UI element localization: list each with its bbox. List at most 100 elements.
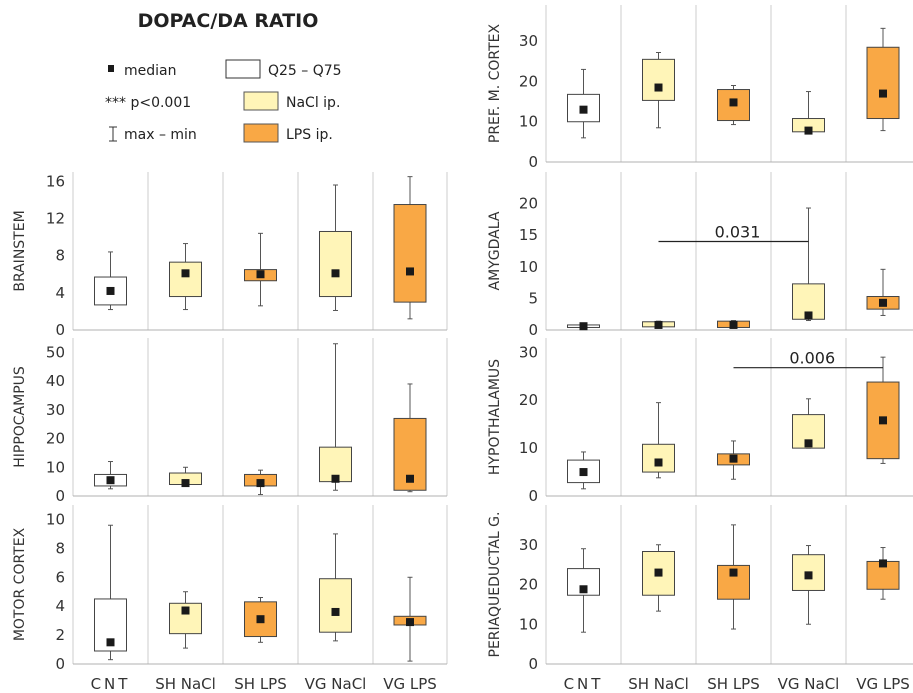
y-tick-label: 30 bbox=[519, 32, 538, 50]
box-vg-nacl bbox=[319, 184, 352, 311]
panel-hypothalamus: 0 10 20 30 HYPOTHALAMUS 0.006 bbox=[487, 338, 913, 505]
y-tick-label: 20 bbox=[519, 391, 538, 409]
y-axis-label: BRAINSTEM bbox=[12, 210, 28, 291]
y-tick-label: 0 bbox=[55, 487, 65, 505]
box-vg-lps bbox=[393, 176, 427, 320]
y-tick-label: 10 bbox=[46, 510, 65, 528]
median-marker bbox=[106, 638, 115, 647]
legend-nacl-label: NaCl ip. bbox=[286, 95, 340, 111]
median-marker bbox=[654, 83, 663, 92]
category-label-vg-nacl: VG NaCl bbox=[305, 675, 367, 693]
box-cnt bbox=[567, 322, 600, 331]
panel-hippocampus: 0 10 20 30 40 50 HIPPOCAMPUS bbox=[12, 338, 448, 505]
y-axis-label: MOTOR CORTEX bbox=[12, 527, 28, 641]
category-label-vg-lps: VG LPS bbox=[383, 675, 437, 693]
y-tick-label: 2 bbox=[55, 626, 65, 644]
median-marker bbox=[654, 320, 663, 329]
box-sh-nacl bbox=[169, 466, 202, 488]
legend-significance-label: *** p<0.001 bbox=[105, 95, 191, 111]
median-marker bbox=[729, 320, 738, 329]
median-marker bbox=[106, 476, 115, 485]
significance-label: 0.006 bbox=[789, 349, 835, 368]
y-tick-label: 20 bbox=[519, 195, 538, 213]
median-marker bbox=[729, 568, 738, 577]
box-sh-nacl bbox=[642, 320, 675, 329]
median-marker bbox=[256, 270, 265, 279]
iqr-box bbox=[393, 204, 427, 303]
y-axis-label: PERIAQUEDUCTAL G. bbox=[487, 512, 503, 658]
box-vg-lps bbox=[866, 27, 900, 132]
box-sh-lps bbox=[717, 440, 750, 480]
median-marker bbox=[579, 105, 588, 114]
median-marker bbox=[879, 89, 887, 98]
y-tick-label: 40 bbox=[46, 372, 65, 390]
y-tick-label: 10 bbox=[46, 458, 65, 476]
median-marker bbox=[729, 454, 738, 463]
iqr-box bbox=[169, 261, 202, 298]
significance-label: 0.031 bbox=[715, 223, 761, 242]
y-tick-label: 15 bbox=[519, 226, 538, 244]
median-marker bbox=[879, 559, 887, 568]
y-tick-label: 30 bbox=[46, 401, 65, 419]
box-vg-nacl bbox=[792, 545, 825, 625]
box-sh-nacl bbox=[642, 52, 675, 129]
median-marker bbox=[654, 458, 663, 467]
median-marker bbox=[331, 474, 340, 483]
category-label-sh-lps: SH LPS bbox=[707, 675, 760, 693]
legend-nacl-box bbox=[243, 91, 279, 111]
y-tick-label: 0 bbox=[528, 153, 538, 171]
legend-lps-label: LPS ip. bbox=[286, 127, 333, 143]
y-tick-label: 8 bbox=[55, 539, 65, 557]
median-marker bbox=[804, 439, 813, 448]
y-tick-label: 20 bbox=[46, 430, 65, 448]
y-tick-label: 50 bbox=[46, 343, 65, 361]
box-sh-nacl bbox=[169, 591, 202, 649]
category-label-cnt: CNT bbox=[564, 675, 604, 693]
box-cnt bbox=[94, 524, 127, 661]
y-tick-label: 0 bbox=[528, 655, 538, 673]
box-sh-lps bbox=[244, 597, 277, 643]
median-marker bbox=[331, 607, 340, 616]
median-marker bbox=[256, 615, 265, 624]
legend-range-label: max – min bbox=[124, 127, 197, 143]
median-marker bbox=[406, 618, 414, 627]
legend-median-marker bbox=[108, 65, 114, 72]
median-marker bbox=[804, 311, 813, 320]
y-tick-label: 12 bbox=[46, 209, 65, 227]
y-tick-label: 10 bbox=[519, 439, 538, 457]
iqr-box bbox=[319, 230, 352, 298]
median-marker bbox=[579, 585, 588, 594]
y-tick-label: 16 bbox=[46, 172, 65, 190]
box-vg-nacl bbox=[319, 533, 352, 642]
median-marker bbox=[579, 322, 588, 331]
y-tick-label: 20 bbox=[519, 72, 538, 90]
category-label-vg-lps: VG LPS bbox=[856, 675, 910, 693]
box-vg-nacl bbox=[792, 91, 825, 135]
category-label-vg-nacl: VG NaCl bbox=[778, 675, 840, 693]
iqr-box bbox=[642, 443, 675, 473]
panels: 0481216BRAINSTEM01020304050HIPPOCAMPUS02… bbox=[12, 5, 913, 673]
median-marker bbox=[879, 298, 887, 307]
y-axis-label: HIPPOCAMPUS bbox=[12, 366, 28, 468]
median-marker bbox=[181, 606, 190, 615]
box-vg-nacl bbox=[319, 343, 352, 491]
category-label-sh-nacl: SH NaCl bbox=[155, 675, 216, 693]
legend-lps-box bbox=[243, 123, 279, 143]
legend-iqr-label: Q25 – Q75 bbox=[268, 63, 342, 79]
y-tick-label: 30 bbox=[519, 343, 538, 361]
median-marker bbox=[804, 571, 813, 580]
category-label-sh-nacl: SH NaCl bbox=[628, 675, 689, 693]
iqr-box bbox=[642, 58, 675, 101]
y-tick-label: 0 bbox=[528, 487, 538, 505]
y-tick-label: 4 bbox=[55, 597, 65, 615]
iqr-box bbox=[319, 578, 352, 633]
legend-median-label: median bbox=[124, 63, 176, 79]
category-label-cnt: CNT bbox=[91, 675, 131, 693]
median-marker bbox=[406, 474, 414, 483]
box-cnt bbox=[567, 68, 600, 139]
y-axis-label: PREF. M. CORTEX bbox=[487, 24, 503, 144]
panel-motor-cortex: 0 2 4 6 8 10 MOTOR CORTEX bbox=[12, 505, 448, 673]
category-label-sh-lps: SH LPS bbox=[234, 675, 287, 693]
figure-title: DOPAC/DA RATIO bbox=[138, 10, 319, 32]
box-vg-lps bbox=[866, 268, 900, 316]
